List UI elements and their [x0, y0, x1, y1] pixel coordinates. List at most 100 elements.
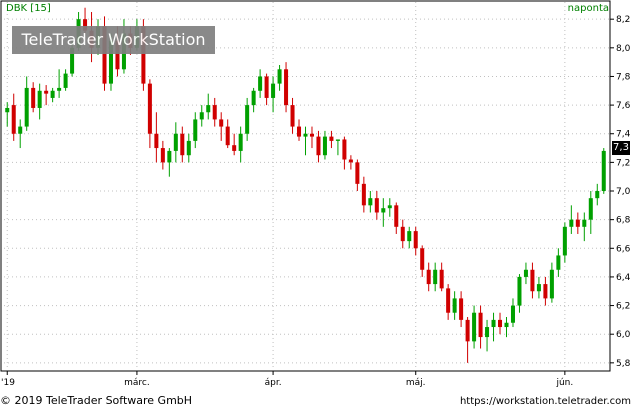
- candle: [517, 274, 522, 313]
- candle-body: [413, 231, 418, 249]
- candle: [452, 291, 457, 320]
- candle: [459, 291, 464, 328]
- candle: [316, 130, 321, 163]
- y-tick-label: 7,4: [616, 130, 631, 140]
- candle-body: [83, 19, 88, 31]
- candle-body: [400, 226, 405, 242]
- candle: [523, 262, 528, 285]
- candle: [329, 130, 334, 149]
- candle-body: [271, 83, 276, 98]
- candle: [465, 317, 470, 363]
- candle: [556, 248, 561, 277]
- candle: [543, 276, 548, 306]
- candle-body: [485, 327, 490, 338]
- candle-body: [316, 136, 321, 156]
- candle-body: [348, 159, 353, 163]
- candle-body: [219, 119, 224, 127]
- candle: [193, 112, 198, 149]
- candle: [297, 119, 302, 141]
- candle: [277, 65, 282, 91]
- y-tick-label: 6,0: [616, 330, 631, 340]
- candle: [510, 298, 515, 328]
- candle: [57, 69, 62, 98]
- candle-body: [258, 76, 263, 91]
- candle-body: [504, 322, 509, 328]
- candle-body: [115, 40, 120, 70]
- candle: [439, 262, 444, 292]
- candle-body: [173, 133, 178, 151]
- candle: [582, 212, 587, 242]
- candle-body: [575, 219, 580, 227]
- candle-body: [37, 90, 42, 108]
- candle: [446, 284, 451, 320]
- candle: [387, 198, 392, 217]
- candle-body: [374, 198, 379, 213]
- candle: [232, 133, 237, 156]
- candle: [251, 87, 256, 113]
- candle: [348, 155, 353, 170]
- candle-body: [439, 269, 444, 289]
- candle-body: [70, 47, 75, 74]
- website-link[interactable]: https://workstation.teletrader.com: [459, 396, 631, 407]
- candle-body: [536, 284, 541, 292]
- candle: [225, 119, 230, 149]
- candle: [420, 245, 425, 277]
- candle-body: [57, 87, 62, 91]
- y-tick-label: 6,2: [616, 302, 630, 312]
- candle-body: [355, 162, 360, 184]
- candle: [400, 219, 405, 249]
- candle-body: [368, 198, 373, 206]
- candle-body: [543, 284, 548, 299]
- last-price-tag: 7,3: [612, 141, 630, 156]
- candle: [258, 69, 263, 98]
- copyright-text: © 2019 TeleTrader Software GmbH: [0, 394, 193, 407]
- x-tick-label: márc.: [124, 378, 150, 388]
- x-tick-label: jún.: [555, 378, 573, 388]
- candle-body: [180, 133, 185, 156]
- candle-body: [569, 219, 574, 227]
- y-tick-label: 8,0: [616, 44, 631, 54]
- candle-body: [420, 248, 425, 270]
- candle: [309, 126, 314, 149]
- candle: [167, 148, 172, 177]
- candle: [264, 73, 269, 106]
- candle-body: [498, 319, 503, 328]
- candle: [355, 159, 360, 192]
- candle-body: [24, 87, 29, 127]
- candle: [212, 97, 217, 127]
- y-tick-label: 7,0: [616, 187, 631, 197]
- candle: [433, 262, 438, 292]
- candle: [5, 102, 10, 127]
- y-tick-label: 6,6: [616, 244, 631, 254]
- candle: [588, 191, 593, 234]
- candle-body: [63, 73, 68, 88]
- candle-body: [245, 105, 250, 134]
- candle-body: [225, 126, 230, 146]
- candle-body: [251, 90, 256, 106]
- x-tick-label: máj.: [406, 378, 426, 388]
- candle-body: [297, 126, 302, 137]
- candle: [601, 148, 606, 194]
- candle-body: [523, 269, 528, 277]
- candle-body: [601, 150, 606, 192]
- candle: [485, 319, 490, 352]
- y-tick-label: 6,8: [616, 216, 631, 226]
- candle-body: [329, 136, 334, 141]
- candle-body: [530, 269, 535, 292]
- candle-body: [407, 231, 412, 242]
- candle: [206, 93, 211, 120]
- candle: [37, 83, 42, 120]
- candle-body: [517, 276, 522, 306]
- candle: [478, 305, 483, 349]
- candle: [504, 317, 509, 338]
- candle-body: [167, 150, 172, 163]
- candle: [335, 139, 340, 156]
- candle-body: [11, 105, 16, 134]
- plot-area: [0, 0, 611, 372]
- candle-body: [147, 83, 152, 134]
- candle-body: [277, 69, 282, 84]
- candle-body: [562, 226, 567, 256]
- candle: [549, 262, 554, 303]
- candle: [407, 226, 412, 249]
- candle: [31, 82, 36, 113]
